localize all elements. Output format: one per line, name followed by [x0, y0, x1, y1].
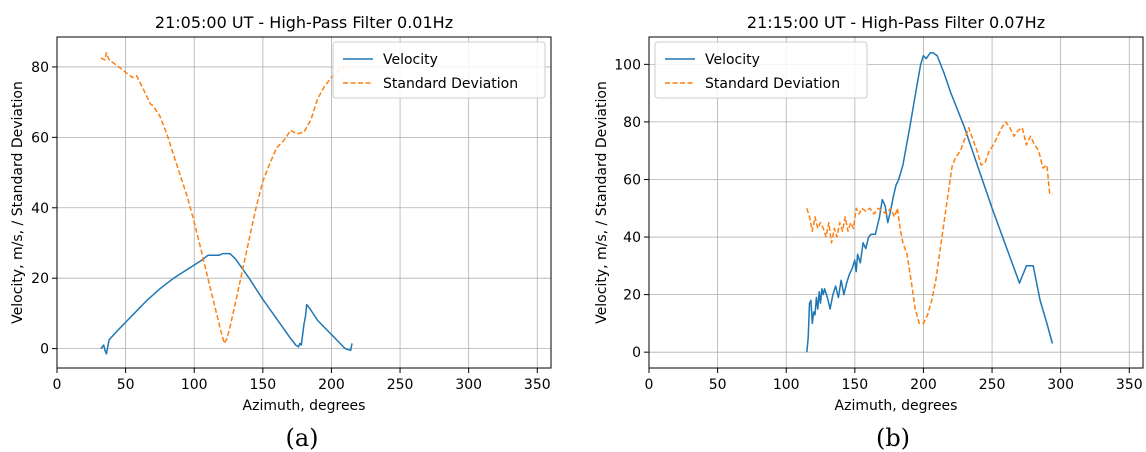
- x-tick-label: 350: [1116, 377, 1143, 393]
- x-tick-label: 0: [53, 377, 62, 393]
- y-tick-label: 0: [40, 342, 49, 358]
- y-axis-label: Velocity, m/s, / Standard Deviation: [10, 81, 26, 324]
- legend-label-velocity: Velocity: [705, 52, 760, 68]
- caption-b: (b): [876, 424, 910, 452]
- x-tick-label: 50: [709, 377, 727, 393]
- x-tick-label: 0: [645, 377, 654, 393]
- y-tick-label: 20: [623, 288, 641, 304]
- legend: Velocity Standard Deviation: [654, 41, 868, 99]
- x-tick-label: 300: [455, 377, 482, 393]
- x-axis-label: Azimuth, degrees: [243, 398, 366, 414]
- y-tick-label: 20: [31, 271, 49, 287]
- series-line-standard-deviation: [806, 121, 1053, 325]
- y-tick-label: 0: [632, 345, 641, 361]
- chart-title: 21:05:00 UT - High-Pass Filter 0.01Hz: [155, 13, 453, 32]
- y-tick-label: 60: [623, 172, 641, 188]
- x-tick-label: 200: [318, 377, 345, 393]
- x-tick-label: 50: [117, 377, 135, 393]
- y-tick-label: 60: [31, 130, 49, 146]
- x-tick-label: 100: [181, 377, 208, 393]
- legend-box: [332, 41, 546, 99]
- chart-panel-b: 0 50 100 150 200 250 300 350 0 20 40 60 80 100 21:15:0…: [594, 13, 1144, 414]
- x-tick-label: 200: [910, 377, 937, 393]
- legend-label-standard-deviation: Standard Deviation: [383, 76, 518, 92]
- x-tick-label: 150: [841, 377, 868, 393]
- x-axis-label: Azimuth, degrees: [835, 398, 958, 414]
- y-tick-label: 40: [623, 230, 641, 246]
- x-tick-label: 350: [524, 377, 551, 393]
- plot-frame: [648, 36, 1144, 369]
- x-tick-label: 250: [387, 377, 414, 393]
- x-tick-label: 250: [979, 377, 1006, 393]
- y-tick-label: 80: [31, 60, 49, 76]
- series-line-velocity: [806, 52, 1054, 353]
- x-tick-label: 150: [249, 377, 276, 393]
- caption-a: (a): [285, 424, 318, 452]
- legend-label-standard-deviation: Standard Deviation: [705, 76, 840, 92]
- y-tick-label: 40: [31, 201, 49, 217]
- y-axis-label: Velocity, m/s, / Standard Deviation: [594, 81, 610, 324]
- legend: Velocity Standard Deviation: [332, 41, 546, 99]
- x-tick-label: 300: [1047, 377, 1074, 393]
- chart-panel-a: 0 50 100 150 200 250 300 350 0 20 40 60 80 21:05:00 U…: [10, 13, 552, 414]
- legend-box: [654, 41, 868, 99]
- series-line-velocity: [100, 252, 353, 355]
- chart-title: 21:15:00 UT - High-Pass Filter 0.07Hz: [747, 13, 1045, 32]
- legend-label-velocity: Velocity: [383, 52, 438, 68]
- y-tick-label: 100: [614, 57, 641, 73]
- plot-frame: [56, 36, 552, 369]
- series-line-standard-deviation: [100, 52, 346, 345]
- y-tick-label: 80: [623, 115, 641, 131]
- x-tick-label: 100: [773, 377, 800, 393]
